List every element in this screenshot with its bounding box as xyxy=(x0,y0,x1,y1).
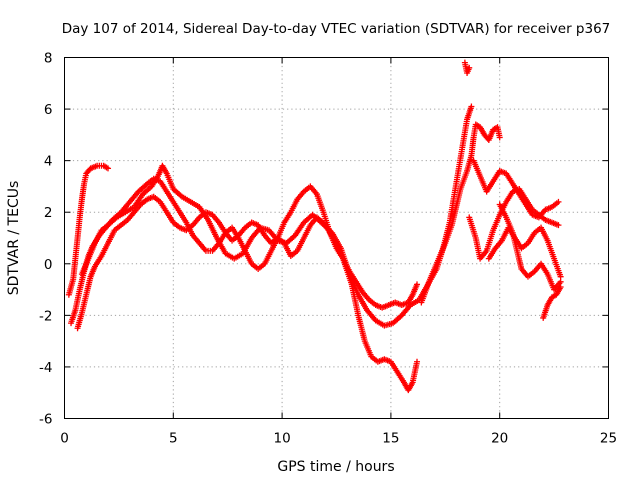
series-track-6 xyxy=(461,59,473,76)
plot-frame xyxy=(64,57,609,419)
x-tick-label: 25 xyxy=(600,431,617,447)
y-tick-label: 6 xyxy=(44,102,53,118)
data-points xyxy=(65,59,564,394)
series-track-7 xyxy=(470,157,562,221)
x-axis-label: GPS time / hours xyxy=(277,459,394,475)
y-tick-label: 8 xyxy=(44,51,53,67)
series-track-2 xyxy=(68,175,421,394)
y-tick-label: 0 xyxy=(44,257,53,273)
axis-ticks xyxy=(64,57,609,419)
y-axis-label: SDTVAR / TECUs xyxy=(6,181,22,296)
data-point xyxy=(414,358,421,365)
chart-title: Day 107 of 2014, Sidereal Day-to-day VTE… xyxy=(62,21,611,37)
data-point xyxy=(414,281,421,288)
x-tick-label: 15 xyxy=(382,431,399,447)
y-tick-label: -4 xyxy=(39,360,52,376)
data-point xyxy=(557,283,564,290)
series-track-5 xyxy=(418,121,503,306)
data-point xyxy=(466,64,473,71)
y-tick-label: -6 xyxy=(39,412,52,428)
y-tick-labels: -6 -4 -2 0 2 4 6 8 xyxy=(39,51,52,428)
y-tick-label: 4 xyxy=(44,154,53,170)
series-track-10 xyxy=(496,201,564,293)
y-tick-label: 2 xyxy=(44,205,53,221)
x-tick-label: 0 xyxy=(60,431,69,447)
series-track-8 xyxy=(466,186,562,262)
x-tick-label: 20 xyxy=(491,431,508,447)
x-tick-labels: 0 5 10 15 20 25 xyxy=(60,431,617,447)
data-point xyxy=(555,222,562,229)
series-track-11 xyxy=(540,283,564,321)
data-point xyxy=(496,134,503,141)
series-track-1 xyxy=(65,162,112,298)
y-tick-label: -2 xyxy=(39,308,52,324)
x-tick-label: 5 xyxy=(169,431,178,447)
x-tick-label: 10 xyxy=(274,431,291,447)
data-point xyxy=(105,165,112,172)
data-point xyxy=(557,278,564,285)
data-point xyxy=(468,103,475,110)
data-point xyxy=(557,273,564,280)
data-point xyxy=(555,198,562,205)
